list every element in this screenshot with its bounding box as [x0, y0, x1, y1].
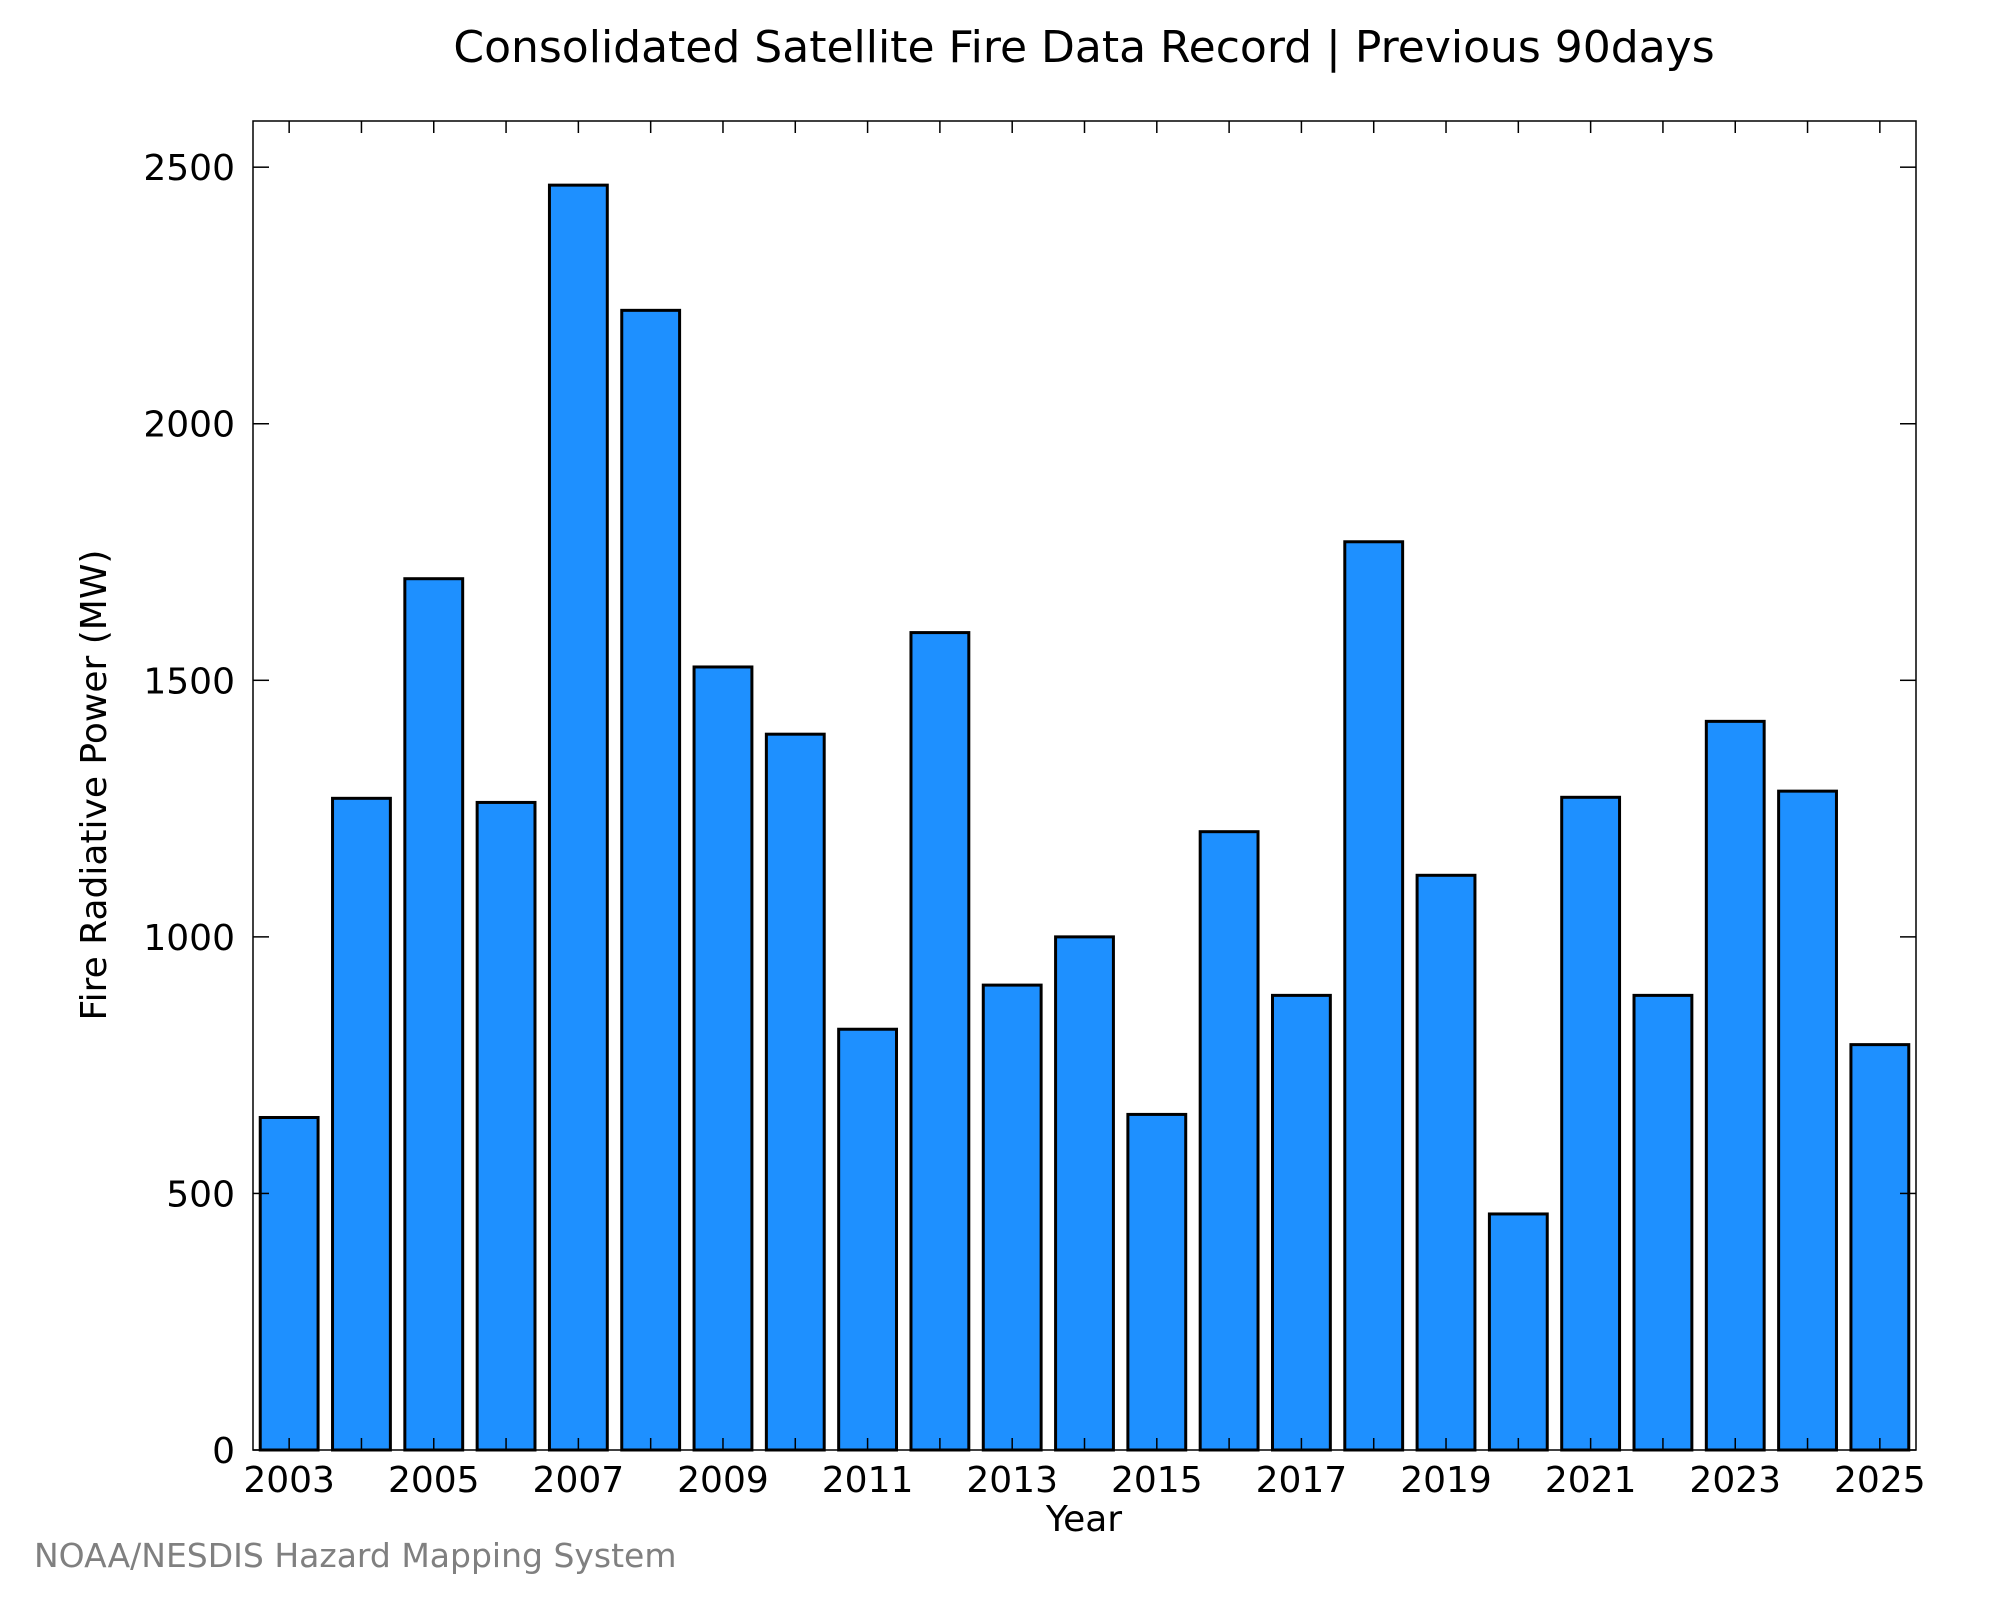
- bar-2014: [1054, 935, 1115, 1452]
- x-tick-label: 2003: [243, 1460, 335, 1501]
- x-tick-label: 2005: [388, 1460, 480, 1501]
- bar-2013: [981, 983, 1043, 1452]
- y-tick-label: 2000: [143, 405, 235, 446]
- x-tick-label: 2019: [1400, 1460, 1492, 1501]
- bar-2022: [1632, 993, 1694, 1452]
- bar-2024: [1777, 789, 1838, 1452]
- y-axis-label: Fire Radiative Power (MW): [74, 550, 115, 1021]
- x-tick-label: 2025: [1834, 1460, 1926, 1501]
- bar-2009: [692, 665, 754, 1452]
- x-tick-label: 2013: [966, 1460, 1058, 1501]
- bar-2005: [403, 577, 465, 1452]
- x-tick-label: 2017: [1256, 1460, 1348, 1501]
- chart-title: Consolidated Satellite Fire Data Record …: [453, 22, 1714, 73]
- bar-2010: [764, 732, 826, 1452]
- y-tick-label: 0: [212, 1431, 235, 1472]
- source-credit: NOAA/NESDIS Hazard Mapping System: [34, 1536, 677, 1575]
- bar-2012: [909, 631, 971, 1452]
- y-tick-label: 1500: [143, 661, 235, 702]
- bar-2017: [1270, 993, 1332, 1452]
- bar-2023: [1704, 719, 1766, 1452]
- x-tick-label: 2011: [822, 1460, 914, 1501]
- bar-2007: [547, 183, 609, 1452]
- x-tick-label: 2021: [1545, 1460, 1637, 1501]
- bar-2021: [1560, 795, 1622, 1452]
- y-tick-label: 2500: [143, 148, 235, 189]
- y-tick-label: 500: [166, 1174, 235, 1215]
- bar-2020: [1487, 1212, 1549, 1452]
- x-axis-label: Year: [1045, 1499, 1122, 1540]
- bar-2004: [331, 796, 392, 1452]
- bar-2008: [620, 308, 682, 1452]
- plot-area: 2003 2005 2007 2009 2011 2013 2015 2017 2019 2021…: [143, 120, 1926, 1501]
- x-tick-label: 2007: [533, 1460, 625, 1501]
- bar-2025: [1849, 1043, 1911, 1452]
- bar-2006: [475, 800, 537, 1452]
- bar-2015: [1126, 1112, 1188, 1452]
- bar-2018: [1343, 540, 1405, 1452]
- x-tick-label: 2009: [677, 1460, 769, 1501]
- bar-2019: [1415, 873, 1477, 1452]
- y-tick-label: 1000: [143, 918, 235, 959]
- bar-2016: [1198, 830, 1260, 1452]
- bar-2011: [837, 1027, 899, 1452]
- x-tick-label: 2015: [1111, 1460, 1203, 1501]
- bar-2003: [258, 1115, 320, 1452]
- x-tick-label: 2023: [1689, 1460, 1781, 1501]
